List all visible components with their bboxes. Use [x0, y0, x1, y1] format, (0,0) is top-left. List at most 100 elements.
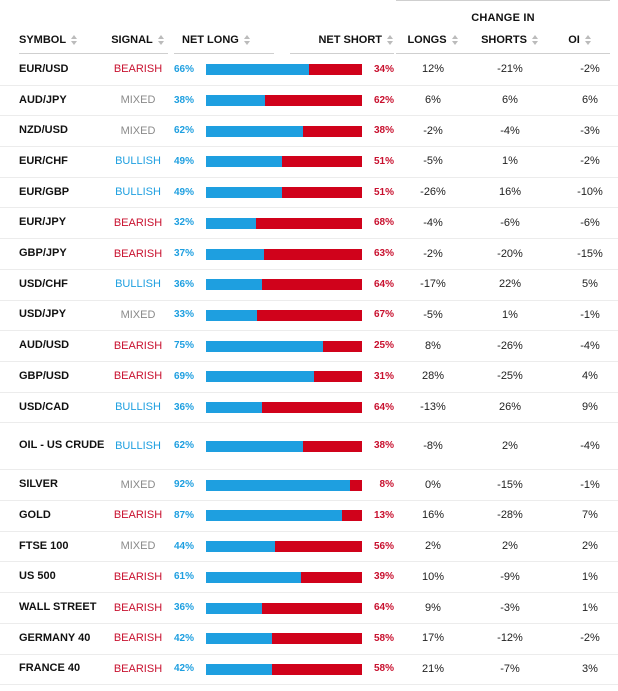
table-row[interactable]: OIL - US CRUDE BULLISH 62% 38% -8% 2% -4% [0, 422, 618, 471]
table-row[interactable]: FRANCE 40 BEARISH 42% 58% 21% -7% 3% [0, 654, 618, 686]
net-long-fill [206, 125, 303, 137]
sort-icon[interactable] [243, 35, 251, 45]
table-row[interactable]: GBP/JPY BEARISH 37% 63% -2% -20% -15% [0, 238, 618, 270]
symbol-cell[interactable]: EUR/USD [19, 62, 69, 75]
table-row[interactable]: GERMANY 40 BEARISH 42% 58% 17% -12% -2% [0, 623, 618, 655]
table-row[interactable]: NZD/USD MIXED 62% 38% -2% -4% -3% [0, 115, 618, 148]
signal-cell: BEARISH [113, 632, 163, 645]
table-row[interactable]: USD/CHF BULLISH 36% 64% -17% 22% 5% [0, 269, 618, 301]
sort-icon[interactable] [451, 35, 459, 45]
change-oi-cell: 3% [582, 662, 598, 675]
symbol-cell[interactable]: AUD/USD [19, 339, 70, 352]
sort-icon[interactable] [71, 35, 78, 45]
net-long-percent: 92% [174, 479, 195, 491]
symbol-cell[interactable]: USD/JPY [19, 308, 67, 321]
sentiment-bar [206, 633, 362, 645]
symbol-cell[interactable]: GOLD [19, 508, 51, 521]
change-shorts-cell: 1% [502, 308, 518, 321]
symbol-cell[interactable]: USD/CHF [19, 277, 68, 290]
net-long-percent: 33% [174, 309, 195, 321]
table-row[interactable]: EUR/GBP BULLISH 49% 51% -26% 16% -10% [0, 177, 618, 209]
symbol-cell[interactable]: FTSE 100 [19, 539, 69, 552]
signal-cell: BEARISH [113, 216, 163, 229]
shorts-column-header[interactable]: SHORTS [470, 27, 550, 54]
net-short-percent: 38% [373, 125, 394, 137]
symbol-cell[interactable]: EUR/JPY [19, 216, 67, 229]
change-longs-cell: 10% [421, 570, 445, 583]
symbol-cell[interactable]: EUR/CHF [19, 154, 68, 167]
change-longs-cell: 28% [421, 370, 445, 383]
symbol-cell[interactable]: SILVER [19, 478, 58, 491]
symbol-cell[interactable]: EUR/GBP [19, 185, 70, 198]
change-shorts-cell: 26% [498, 401, 522, 414]
symbol-cell[interactable]: WALL STREET [19, 601, 97, 614]
net-long-percent: 49% [174, 155, 195, 167]
net-short-percent: 68% [373, 217, 394, 229]
change-shorts-cell: 1% [502, 155, 518, 168]
net-long-header-label: NET LONG [182, 34, 239, 46]
change-oi-cell: -6% [580, 216, 600, 229]
symbol-cell[interactable]: USD/CAD [19, 400, 70, 413]
change-shorts-cell: 2% [502, 439, 518, 452]
table-row[interactable]: US 500 BEARISH 61% 39% 10% -9% 1% [0, 562, 618, 594]
signal-header-label: SIGNAL [111, 34, 153, 46]
net-short-percent: 58% [373, 663, 394, 675]
signal-cell: BEARISH [113, 662, 163, 675]
table-row[interactable]: FTSE 100 MIXED 44% 56% 2% 2% 2% [0, 531, 618, 563]
table-row[interactable]: WALL STREET BEARISH 36% 64% 9% -3% 1% [0, 592, 618, 624]
change-shorts-cell: -15% [497, 478, 523, 491]
symbol-cell[interactable]: FRANCE 40 [19, 662, 81, 675]
table-row[interactable]: GBP/USD BEARISH 69% 31% 28% -25% 4% [0, 361, 618, 393]
sentiment-bar [206, 95, 362, 107]
sort-icon[interactable] [584, 35, 592, 45]
sort-icon[interactable] [531, 35, 539, 45]
net-short-percent: 56% [373, 540, 394, 552]
net-long-percent: 49% [174, 186, 195, 198]
sort-icon[interactable] [157, 35, 165, 45]
table-row[interactable]: GOLD BEARISH 87% 13% 16% -28% 7% [0, 500, 618, 532]
change-longs-cell: 16% [421, 509, 445, 522]
sentiment-bar [206, 156, 362, 168]
symbol-cell[interactable]: AUD/JPY [19, 93, 67, 106]
table-row[interactable]: USD/JPY MIXED 33% 67% -5% 1% -1% [0, 300, 618, 332]
change-longs-cell: 9% [425, 601, 441, 614]
symbol-cell[interactable]: GBP/JPY [19, 247, 67, 260]
symbol-column-header[interactable]: SYMBOL [19, 27, 109, 54]
net-long-fill [206, 663, 272, 675]
symbol-cell[interactable]: OIL - US CRUDE [19, 439, 105, 452]
net-long-percent: 44% [174, 540, 195, 552]
sort-icon[interactable] [387, 35, 394, 45]
signal-cell: MIXED [120, 94, 156, 107]
symbol-cell[interactable]: GERMANY 40 [19, 631, 91, 644]
table-row[interactable]: EUR/CHF BULLISH 49% 51% -5% 1% -2% [0, 146, 618, 178]
change-shorts-cell: -9% [500, 570, 520, 583]
sentiment-bar [206, 402, 362, 414]
symbol-cell[interactable]: GBP/USD [19, 369, 70, 382]
table-row[interactable]: EUR/JPY BEARISH 32% 68% -4% -6% -6% [0, 208, 618, 240]
signal-cell: BEARISH [113, 63, 163, 76]
net-short-percent: 39% [373, 571, 394, 583]
net-long-fill [206, 340, 323, 352]
net-long-column-header[interactable]: NET LONG [174, 27, 274, 54]
net-long-percent: 62% [174, 440, 195, 452]
net-short-percent: 31% [373, 370, 394, 382]
signal-cell: MIXED [120, 124, 156, 137]
symbol-cell[interactable]: US 500 [19, 570, 56, 583]
longs-header-label: LONGS [407, 34, 447, 46]
change-oi-cell: -15% [577, 247, 603, 260]
table-row[interactable]: AUD/JPY MIXED 38% 62% 6% 6% 6% [0, 85, 618, 117]
table-row[interactable]: EUR/USD BEARISH 66% 34% 12% -21% -2% [0, 54, 618, 86]
change-longs-cell: -8% [423, 439, 443, 452]
symbol-cell[interactable]: NZD/USD [19, 124, 68, 137]
table-row[interactable]: AUD/USD BEARISH 75% 25% 8% -26% -4% [0, 330, 618, 362]
oi-column-header[interactable]: OI [550, 27, 610, 54]
change-longs-cell: -2% [423, 124, 443, 137]
change-shorts-cell: -28% [497, 509, 523, 522]
sentiment-bar [206, 248, 362, 260]
table-row[interactable]: SILVER MIXED 92% 8% 0% -15% -1% [0, 469, 618, 502]
signal-cell: BEARISH [113, 247, 163, 260]
net-short-column-header[interactable]: NET SHORT [290, 27, 394, 54]
table-row[interactable]: USD/CAD BULLISH 36% 64% -13% 26% 9% [0, 392, 618, 424]
longs-column-header[interactable]: LONGS [396, 27, 470, 54]
signal-column-header[interactable]: SIGNAL [108, 27, 168, 54]
